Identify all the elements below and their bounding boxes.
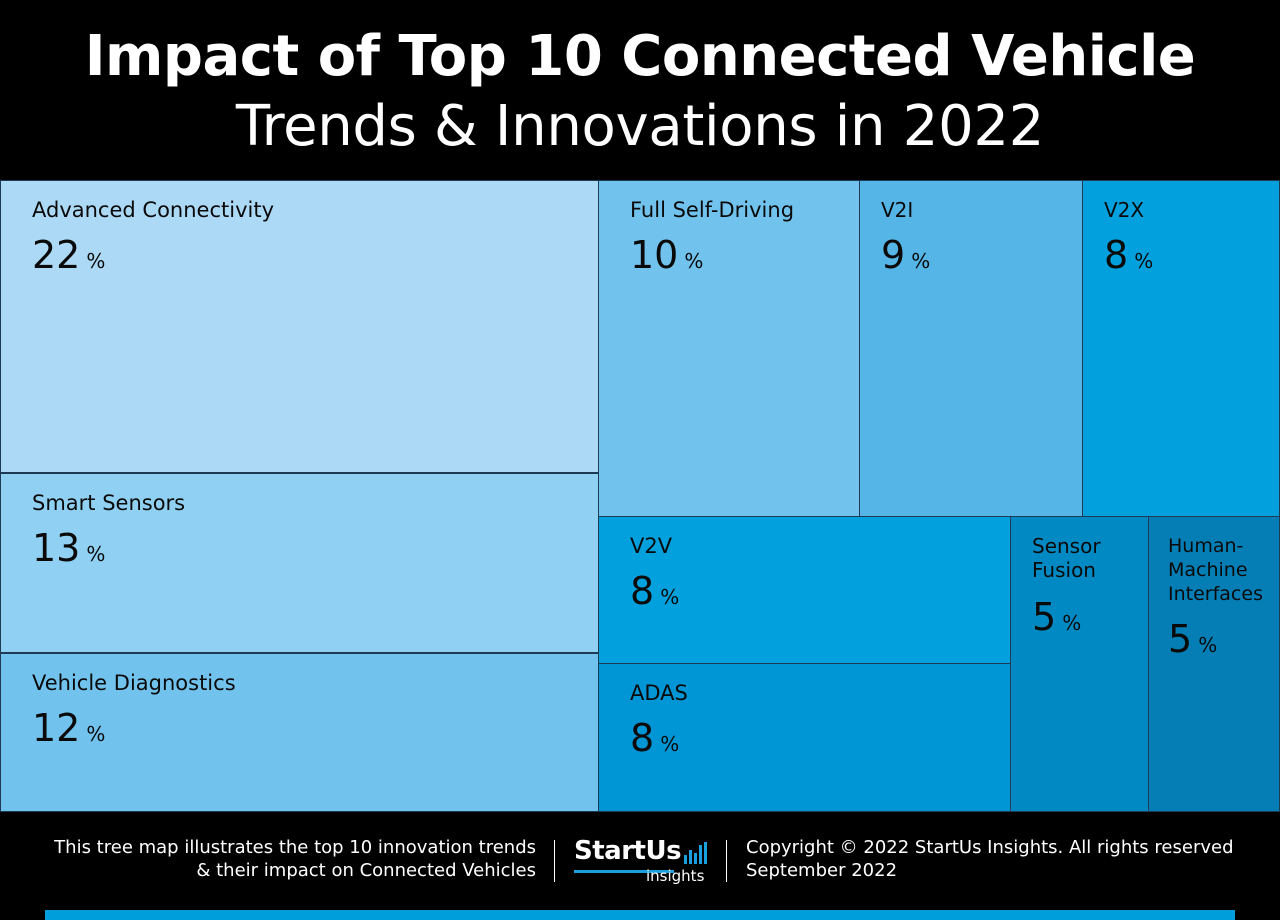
logo-underline [574,870,674,873]
treemap-value-smart-sensors: 13% [32,526,106,570]
footer-copyright: Copyright © 2022 StartUs Insights. All r… [746,837,1234,858]
footer: This tree map illustrates the top 10 inn… [0,812,1280,920]
footer-description: This tree map illustrates the top 10 inn… [16,836,536,882]
footer-description-line1: This tree map illustrates the top 10 inn… [54,837,536,858]
treemap-label-advanced-connectivity: Advanced Connectivity [32,198,274,222]
treemap-label-smart-sensors: Smart Sensors [32,491,186,515]
treemap-cell-v2x: V2X 8% [1082,180,1280,517]
treemap-value-vehicle-diagnostics: 12% [32,706,106,750]
logo-wordmark: StartUs [574,836,682,866]
treemap-value-full-self-driving: 10% [630,233,704,277]
chart-subtitle: Trends & Innovations in 2022 [235,94,1045,159]
footer-description-line2: & their impact on Connected Vehicles [196,860,536,881]
treemap-value-v2x: 8% [1104,233,1154,277]
logo-bars-icon [684,842,708,864]
chart-header: Impact of Top 10 Connected Vehicle Trend… [0,0,1280,180]
footer-date: September 2022 [746,860,898,881]
startus-insights-logo: StartUs insights [574,836,714,885]
treemap-value-human-machine-interfaces: 5% [1168,617,1218,661]
treemap-value-v2v: 8% [630,569,680,613]
treemap-cell-smart-sensors: Smart Sensors 13% [0,473,599,653]
treemap-cell-sensor-fusion: Sensor Fusion 5% [1010,516,1149,812]
treemap-value-sensor-fusion: 5% [1032,595,1082,639]
treemap-cell-advanced-connectivity: Advanced Connectivity 22% [0,180,599,473]
treemap-value-v2i: 9% [881,233,931,277]
footer-divider-left [554,840,555,882]
treemap-value-advanced-connectivity: 22% [32,233,106,277]
treemap-label-human-machine-interfaces: Human- Machine Interfaces [1168,535,1263,605]
treemap-value-adas: 8% [630,716,680,760]
treemap-label-full-self-driving: Full Self-Driving [630,198,795,222]
treemap-cell-human-machine-interfaces: Human- Machine Interfaces 5% [1148,516,1280,812]
treemap-cell-vehicle-diagnostics: Vehicle Diagnostics 12% [0,653,599,812]
footer-divider-right [726,840,727,882]
footer-copyright-block: Copyright © 2022 StartUs Insights. All r… [746,836,1266,882]
treemap-cell-adas: ADAS 8% [598,663,1011,812]
treemap-label-v2x: V2X [1104,198,1145,222]
treemap-label-adas: ADAS [630,681,688,705]
treemap-label-sensor-fusion: Sensor Fusion [1032,534,1101,582]
treemap-label-v2i: V2I [881,198,914,222]
treemap-cell-v2i: V2I 9% [859,180,1083,517]
bottom-accent-bar [45,910,1235,920]
treemap-label-v2v: V2V [630,534,673,558]
treemap-cell-full-self-driving: Full Self-Driving 10% [598,180,860,517]
chart-title: Impact of Top 10 Connected Vehicle [84,24,1196,89]
treemap-label-vehicle-diagnostics: Vehicle Diagnostics [32,671,236,695]
logo-subtext: insights [646,867,705,885]
treemap: Advanced Connectivity 22% Smart Sensors 13%… [0,180,1280,812]
treemap-cell-v2v: V2V 8% [598,516,1011,664]
